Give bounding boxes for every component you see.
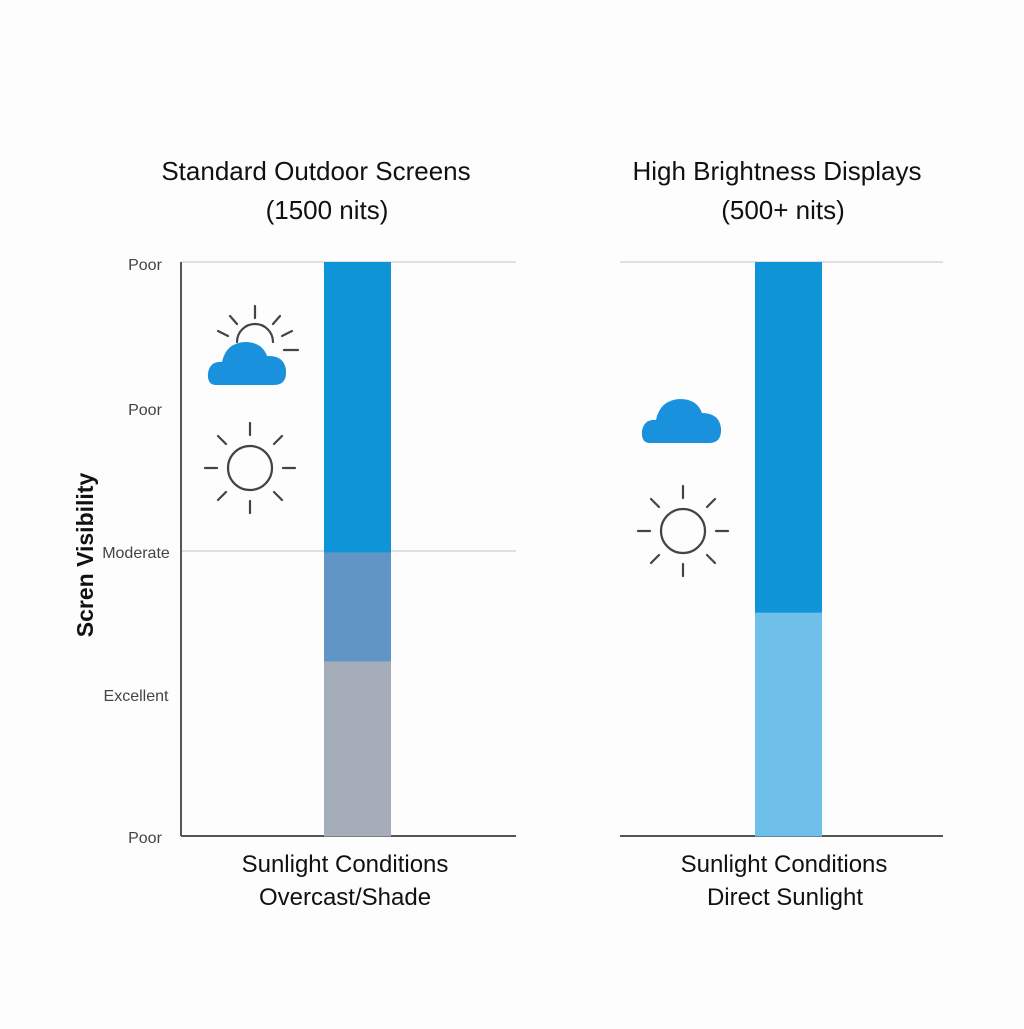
bar-segment — [324, 551, 391, 662]
x-axis-sublabel: Direct Sunlight — [707, 884, 863, 911]
panel-1-bar-stack — [324, 262, 391, 837]
y-tick-label: Poor — [128, 257, 162, 274]
cloud-icon — [641, 399, 722, 443]
x-axis-sublabel: Overcast/Shade — [259, 884, 431, 911]
panel-title: Standard Outdoor Screens — [161, 156, 470, 186]
bar-segment — [755, 612, 822, 837]
panel-title: High Brightness Displays — [632, 156, 921, 186]
y-axis-label: Scren Visibility — [72, 473, 98, 638]
bar-segment — [324, 262, 391, 553]
sun-icon — [203, 421, 297, 515]
panel-subtitle: (500+ nits) — [721, 195, 845, 225]
bar-segment — [324, 660, 391, 837]
panel-2-bar-stack — [755, 262, 822, 837]
x-axis-label: Sunlight Conditions — [681, 851, 888, 878]
y-tick-label: Poor — [128, 402, 162, 419]
y-tick-label: Poor — [128, 830, 162, 847]
sun-icon — [636, 484, 730, 578]
bar-segment — [755, 262, 822, 613]
panel-subtitle: (1500 nits) — [266, 195, 389, 225]
partly-cloudy-icon — [207, 304, 300, 385]
x-axis-label: Sunlight Conditions — [242, 851, 449, 878]
y-tick-label: Excellent — [104, 688, 169, 705]
y-tick-label: Moderate — [102, 545, 170, 562]
